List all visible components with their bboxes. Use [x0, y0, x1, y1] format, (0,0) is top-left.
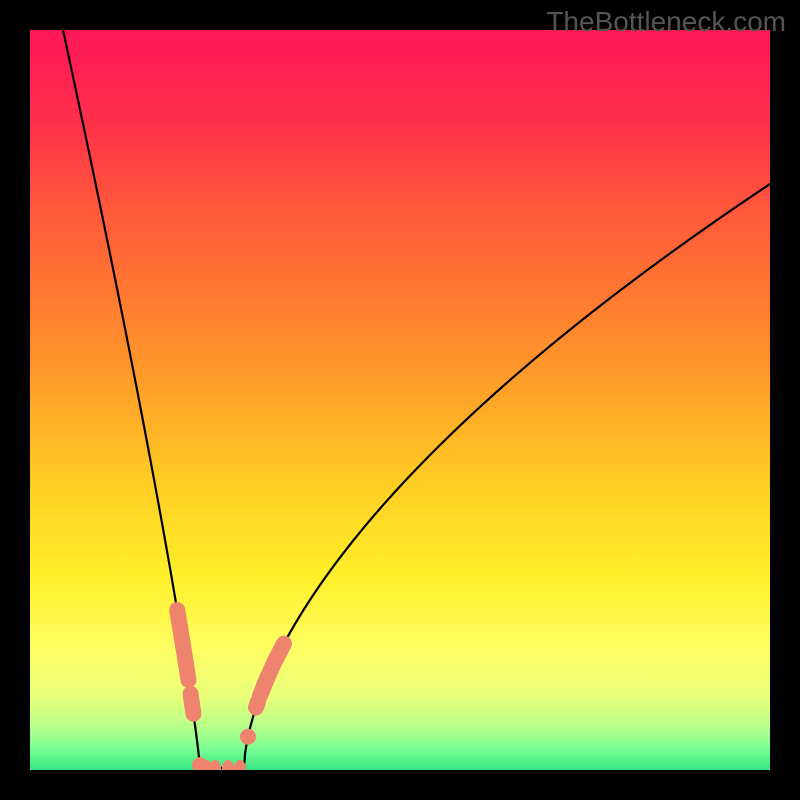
- chart-stage: TheBottleneck.com: [0, 0, 800, 800]
- gradient-background: [30, 30, 770, 770]
- chart-svg: [0, 0, 800, 800]
